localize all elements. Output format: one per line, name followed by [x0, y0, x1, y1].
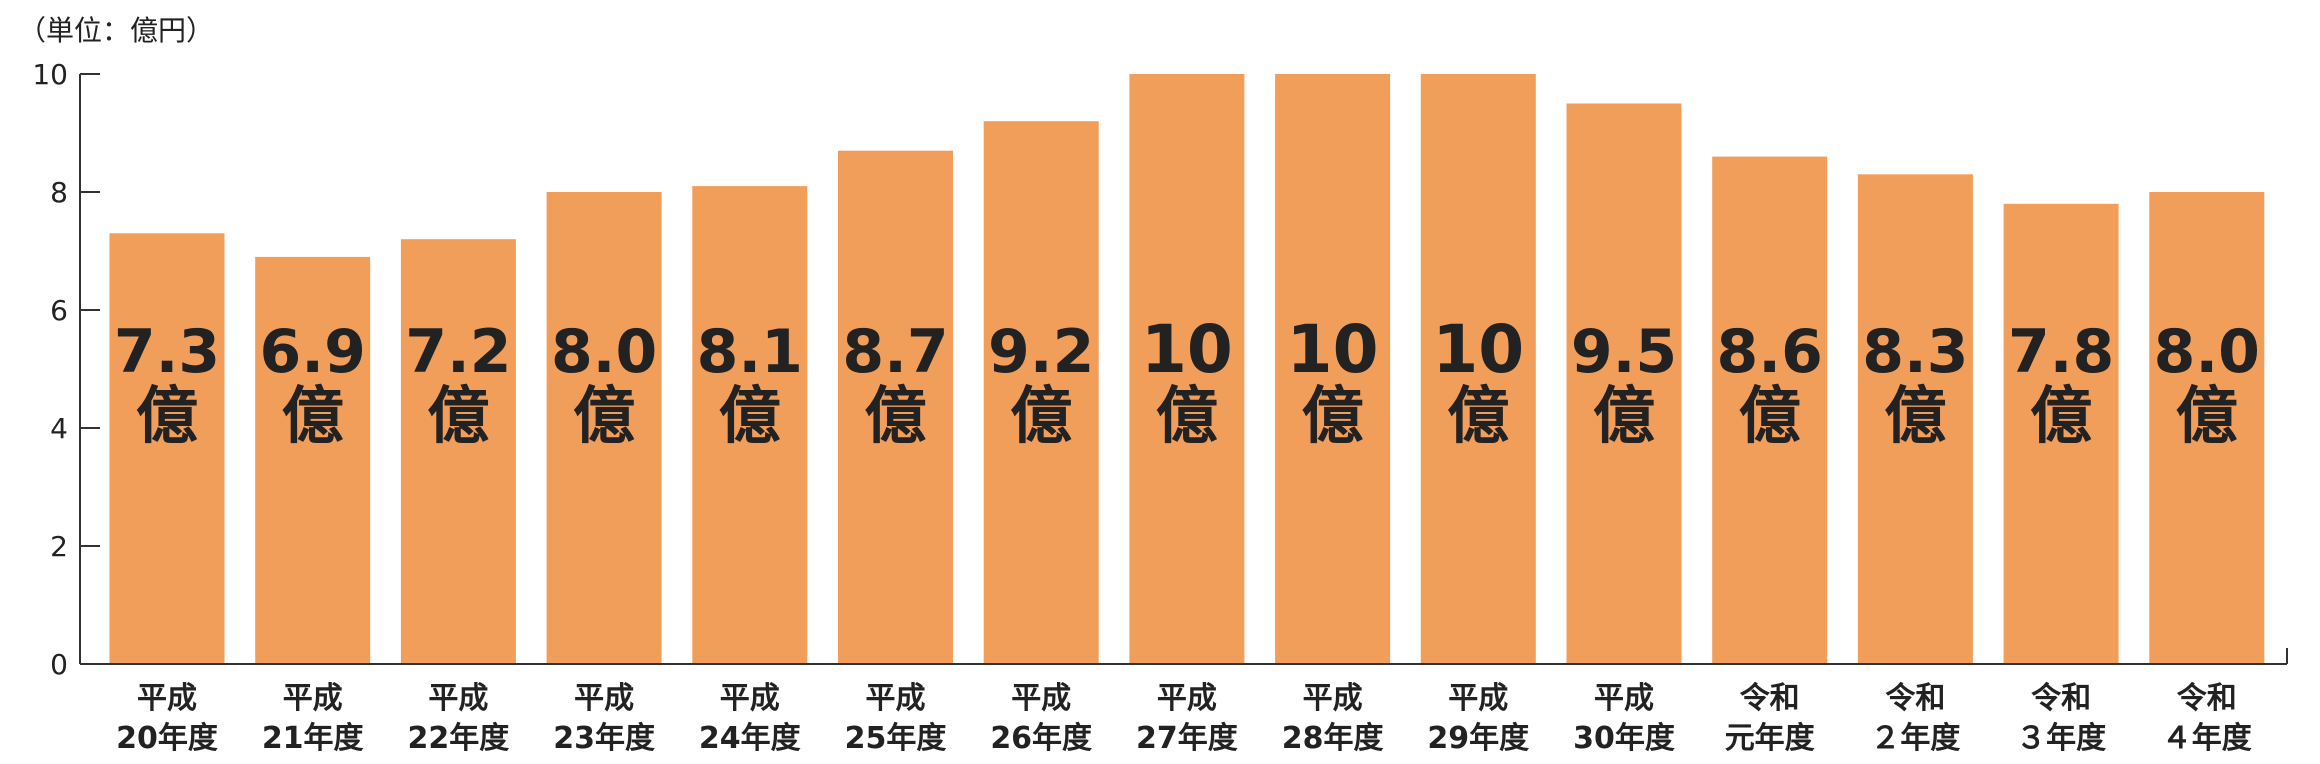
x-axis: 平成 20年度 平成 21年度 平成 22年度 平成 23年度 平成 24年度 平成 25年度 平成 26…	[80, 648, 2288, 756]
bar-value-label: 7.2	[405, 317, 511, 387]
bar-unit-label: 億	[1884, 379, 1946, 452]
x-tick-label-era: 平成	[720, 681, 780, 716]
bar-value-label: 7.8	[2008, 317, 2114, 387]
x-tick-label-year: ２年度	[1870, 721, 1960, 756]
x-tick-label-year: 21年度	[262, 721, 364, 756]
bar	[1129, 74, 1245, 664]
x-tick-label-year: 24年度	[699, 721, 801, 756]
bar-unit-label: 億	[719, 379, 781, 452]
x-tick-label-era: 令和	[1740, 681, 1800, 716]
bar	[1566, 103, 1682, 664]
bar-unit-label: 億	[1593, 379, 1655, 452]
bar-unit-label: 億	[1302, 379, 1364, 452]
x-tick-label-era: 平成	[574, 681, 634, 716]
bar	[1275, 74, 1391, 664]
bars: 7.3億6.9億7.2億8.0億8.1億8.7億9.2億10億10億10億9.5…	[109, 74, 2265, 665]
x-tick-label-era: 令和	[1885, 681, 1945, 716]
bar	[2149, 192, 2265, 664]
bar	[400, 239, 516, 664]
bar-unit-label: 億	[1739, 379, 1801, 452]
bar-unit-label: 億	[1010, 379, 1072, 452]
bar-unit-label: 億	[136, 379, 198, 452]
bar-value-label: 8.6	[1717, 317, 1823, 387]
bar-unit-label: 億	[2030, 379, 2092, 452]
y-tick-label: 6	[50, 294, 68, 327]
bar-value-label: 10	[1141, 311, 1233, 388]
bar	[546, 192, 662, 664]
x-tick-label-year: 28年度	[1282, 721, 1384, 756]
y-tick-label: 10	[32, 58, 68, 91]
x-tick-label-era: 平成	[428, 681, 488, 716]
bar-unit-label: 億	[1447, 379, 1509, 452]
bar	[2003, 203, 2119, 665]
bar	[255, 256, 371, 664]
x-tick-label-era: 令和	[2177, 681, 2237, 716]
bar-value-label: 9.5	[1571, 317, 1677, 387]
bar-value-label: 10	[1287, 311, 1379, 388]
bar-unit-label: 億	[1156, 379, 1218, 452]
x-tick-label-year: 26年度	[990, 721, 1092, 756]
y-axis: 0 2 4 6 8 10	[32, 58, 100, 681]
bar-unit-label: 億	[427, 379, 489, 452]
x-tick-label-era: 平成	[137, 681, 197, 716]
bar	[692, 186, 808, 664]
x-tick-label-year: 22年度	[408, 721, 510, 756]
unit-label: （単位：億円）	[18, 14, 214, 47]
x-tick-label-year: 25年度	[845, 721, 947, 756]
bar-value-label: 8.7	[842, 317, 948, 387]
bar	[1420, 74, 1536, 664]
x-tick-label-era: 平成	[1157, 681, 1217, 716]
x-tick-label-era: 平成	[1303, 681, 1363, 716]
bar-value-label: 8.0	[551, 317, 657, 387]
x-tick-label-year: 23年度	[553, 721, 655, 756]
bar-value-label: 7.3	[114, 317, 220, 387]
bar-value-label: 9.2	[988, 317, 1094, 387]
x-tick-label-year: 27年度	[1136, 721, 1238, 756]
x-tick-label-era: 平成	[283, 681, 343, 716]
bar-value-label: 8.0	[2154, 317, 2260, 387]
bar-value-label: 8.1	[697, 317, 803, 387]
bar-unit-label: 億	[282, 379, 344, 452]
bar-unit-label: 億	[2176, 379, 2238, 452]
y-tick-label: 2	[50, 530, 68, 563]
x-tick-label-year: ４年度	[2162, 721, 2252, 756]
x-tick-label-year: ３年度	[2016, 721, 2106, 756]
x-tick-label-year: 29年度	[1427, 721, 1529, 756]
x-tick-label-year: 20年度	[116, 721, 218, 756]
bar-unit-label: 億	[864, 379, 926, 452]
x-tick-label-era: 平成	[866, 681, 926, 716]
x-tick-label-era: 平成	[1011, 681, 1071, 716]
y-tick-label: 4	[50, 412, 68, 445]
y-tick-label: 0	[50, 648, 68, 681]
bar-unit-label: 億	[573, 379, 635, 452]
bar	[109, 233, 225, 665]
bar	[1857, 174, 1973, 665]
x-tick-label-year: 30年度	[1573, 721, 1675, 756]
bar	[1712, 156, 1828, 664]
x-tick-label-year: 元年度	[1725, 721, 1815, 756]
x-tick-label-era: 平成	[1594, 681, 1654, 716]
bar	[983, 121, 1099, 664]
y-tick-label: 8	[50, 176, 68, 209]
x-tick-label-era: 平成	[1448, 681, 1508, 716]
bar-value-label: 6.9	[260, 317, 366, 387]
bar-value-label: 10	[1432, 311, 1524, 388]
x-tick-label-era: 令和	[2031, 681, 2091, 716]
bar-value-label: 8.3	[1862, 317, 1968, 387]
bar	[838, 150, 953, 664]
